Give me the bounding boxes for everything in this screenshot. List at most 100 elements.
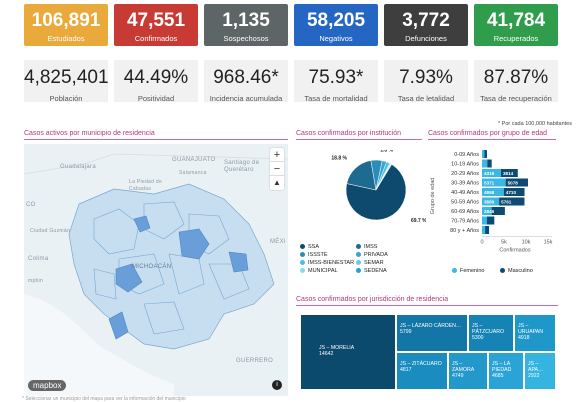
municipality-borders	[93, 201, 250, 335]
pie-slice-sedena[interactable]	[375, 163, 393, 191]
bar-femenino[interactable]	[482, 169, 501, 177]
municipality-morelia[interactable]	[178, 228, 210, 260]
treemap-tile[interactable]: JS – LÁZARO CÁRDEN… 5799	[396, 314, 468, 352]
legend-imss-bienestar[interactable]: IMSS-BIENESTAR	[300, 260, 354, 266]
bar-masculino[interactable]	[486, 216, 495, 225]
zoom-out-button[interactable]: −	[270, 162, 284, 176]
treemap-tile[interactable]: JS – LA PIEDAD 4685	[488, 352, 524, 390]
municipality-uruapan[interactable]	[115, 263, 143, 293]
legend-semar[interactable]: SEMAR	[356, 260, 384, 266]
compass-button[interactable]: ▲	[273, 178, 281, 187]
bar-value-label: 4318	[484, 171, 495, 176]
pie-value-label: 69.7 %	[411, 218, 426, 224]
tile-label: JS – MORELIA	[319, 345, 355, 351]
stat-label: Tasa de recuperación	[480, 94, 552, 103]
municipality-zamora[interactable]	[133, 215, 151, 233]
stat-0: 4,825,401 Población	[24, 60, 109, 103]
card-label: Estudiados	[47, 34, 85, 43]
x-axis-label: Confirmados	[499, 248, 530, 254]
stat-3: 75.93* Tasa de mortalidad	[294, 60, 378, 103]
institution-pie-chart[interactable]: 69.7 %18.8 %6.1 %2.4 %1.8 %	[296, 150, 426, 230]
municipality-zitacuaro[interactable]	[228, 251, 249, 273]
legend-ssa[interactable]: SSA	[300, 244, 319, 250]
age-bar-chart[interactable]: Grupo de edad 0-09 Años 10-19 Años 20-29 Añ…	[428, 144, 558, 264]
treemap-tile[interactable]: JS – MORELIA 14642	[300, 314, 396, 390]
municipality-map[interactable]: GUANAJUATO Santiago de Querétaro Guadala…	[24, 144, 288, 396]
institution-chart-title: Casos confirmados por institución	[296, 130, 422, 140]
tile-value: 4918	[518, 335, 530, 341]
card-label: Defunciones	[405, 34, 447, 43]
age-chart-title: Casos confirmados por grupo de edad	[428, 130, 556, 140]
treemap-tile[interactable]: JS – URUAPAN 4918	[514, 314, 556, 352]
summary-card-estudiados: 106,891 Estudiados	[24, 4, 108, 46]
map-label-guanajuato: GUANAJUATO	[172, 157, 216, 163]
info-icon[interactable]: i	[272, 380, 282, 390]
femenino-swatch	[452, 268, 457, 274]
legend-masculino[interactable]: Masculino	[500, 268, 533, 274]
footnote: * Por cada 100,000 habitantes	[497, 121, 572, 127]
map-canvas[interactable]	[24, 144, 288, 396]
mapbox-logo[interactable]: mapbox	[28, 380, 67, 391]
map-title: Casos activos por municipio de residenci…	[24, 130, 288, 140]
bar-value-label: 3814	[503, 171, 514, 176]
pie-slice-ssa[interactable]	[345, 164, 407, 221]
card-label: Sospechosos	[223, 34, 269, 43]
legend-imss[interactable]: IMSS	[356, 244, 377, 250]
legend-label: IMSS	[364, 244, 378, 250]
legend-label: Masculino	[508, 268, 533, 274]
summary-card-defunciones: 3,772 Defunciones	[384, 4, 468, 46]
treemap-tile[interactable]: JS – PÁTZCUARO 5300	[468, 314, 514, 352]
institution-legend: SSA IMSS ISSSTE PRIVADA IMSS-BIENESTAR SEMAR M…	[300, 244, 424, 284]
bar-masculino[interactable]	[491, 207, 505, 215]
bar-femenino[interactable]	[482, 207, 492, 215]
treemap-tile[interactable]: JS – ZITÁCUARO 4817	[396, 352, 448, 390]
stat-label: Tasa de mortalidad	[304, 94, 368, 103]
map-zoom-controls: + − ▲	[270, 148, 284, 190]
legend-municipal[interactable]: MUNICIPAL	[300, 268, 338, 274]
map-label-michoacan: MICHOACÁN	[132, 264, 172, 270]
bar-femenino[interactable]	[482, 226, 486, 234]
bar-femenino[interactable]	[482, 197, 500, 206]
municipality-lazaro-cardenas[interactable]	[108, 311, 129, 340]
bar-masculino[interactable]	[503, 188, 525, 196]
x-tick-label: 0	[480, 240, 483, 246]
legend-sedena[interactable]: SEDENA	[356, 268, 387, 274]
map-label-guerrero: GUERRERO	[236, 358, 274, 364]
card-value: 106,891	[31, 10, 101, 31]
bar-masculino[interactable]	[499, 197, 525, 206]
bar-masculino[interactable]	[484, 150, 487, 158]
legend-swatch	[356, 244, 361, 250]
tile-value: 4685	[492, 373, 504, 379]
legend-label: PRIVADA	[364, 252, 388, 258]
bar-femenino[interactable]	[482, 150, 485, 158]
bar-masculino[interactable]	[485, 226, 490, 234]
footer-note: * Seleccionar un municipio del mapa para…	[22, 396, 186, 402]
card-value: 47,551	[126, 10, 186, 31]
legend-femenino[interactable]: Femenino	[452, 268, 484, 274]
legend-privada[interactable]: PRIVADA	[356, 252, 388, 258]
treemap-tile[interactable]: JS – ZAMORA 4749	[448, 352, 488, 390]
bar-femenino[interactable]	[482, 178, 506, 187]
stat-value: 44.49%	[123, 67, 189, 88]
bar-masculino[interactable]	[505, 178, 528, 187]
jurisdiction-treemap[interactable]: JS – MORELIA 14642 JS – LÁZARO CÁRDEN… 5799…	[300, 314, 556, 390]
age-legend: Femenino Masculino	[452, 268, 562, 278]
stat-value: 87.87%	[483, 67, 549, 88]
bar-value-label: 4958	[484, 190, 495, 195]
stat-label: Incidencia acumulada	[209, 94, 283, 103]
tile-label: JS – ZITÁCUARO	[400, 361, 442, 367]
legend-swatch	[300, 260, 305, 266]
zoom-in-button[interactable]: +	[270, 148, 284, 162]
bar-femenino[interactable]	[482, 159, 488, 168]
bar-femenino[interactable]	[482, 188, 504, 196]
bar-masculino[interactable]	[487, 159, 492, 168]
legend-issste[interactable]: ISSSTE	[300, 252, 328, 258]
card-value: 1,135	[222, 10, 270, 31]
tile-label: JS – APA…	[528, 361, 544, 373]
card-value: 41,784	[486, 10, 546, 31]
legend-swatch	[300, 252, 305, 258]
bar-masculino[interactable]	[500, 169, 518, 177]
summary-card-confirmados: 47,551 Confirmados	[114, 4, 198, 46]
treemap-tile[interactable]: JS – APA… 2922	[524, 352, 556, 390]
bar-femenino[interactable]	[482, 216, 487, 225]
